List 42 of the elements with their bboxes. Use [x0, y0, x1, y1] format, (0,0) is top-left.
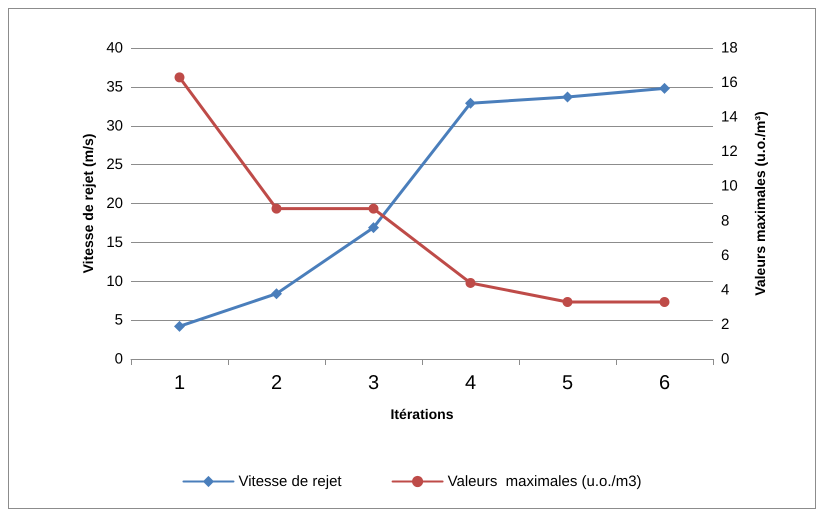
point [368, 222, 379, 234]
x-tick-label: 5 [562, 372, 574, 394]
y-tick-label: 35 [106, 78, 123, 96]
x-tick-label: 2 [270, 372, 282, 394]
y-tick-label: 40 [106, 40, 123, 56]
y-tick-label: 10 [106, 272, 123, 290]
y-tick-label: 0 [114, 350, 123, 368]
point [272, 204, 282, 214]
y2-tick-label: 16 [721, 74, 738, 92]
y2-tick-label: 2 [721, 316, 730, 333]
point [465, 98, 476, 109]
point [466, 278, 476, 288]
x-axis-title: Itérations [390, 406, 454, 422]
x-tick-label: 3 [368, 372, 380, 394]
x-tick-label: 1 [174, 372, 186, 394]
y-tick-label: 30 [106, 117, 123, 134]
y2-tick-label: 4 [721, 281, 730, 298]
y2-tick-label: 10 [721, 178, 738, 195]
point [659, 82, 670, 94]
point [660, 296, 670, 307]
y2-tick-label: 14 [721, 108, 738, 126]
point [271, 288, 282, 300]
x-tick-label: 6 [658, 372, 670, 394]
point [368, 204, 378, 214]
x-tick-label: 4 [464, 372, 476, 394]
y-tick-label: 15 [106, 234, 123, 251]
legend-label: Valeurs maximales (u.o./m3) [448, 473, 642, 490]
y2-tick-label: 12 [721, 143, 738, 160]
point [174, 320, 185, 332]
legend-label: Vitesse de rejet [238, 473, 342, 490]
point [562, 91, 573, 102]
y-tick-label: 20 [106, 195, 123, 212]
y2-axis-title: Valeurs maximales (u.o./m³) [752, 111, 768, 296]
y2-tick-label: 8 [721, 212, 730, 230]
point [562, 296, 572, 307]
y-axis-title: Vitesse de rejet (m/s) [80, 134, 96, 274]
y2-tick-label: 6 [721, 246, 730, 264]
y-tick-label: 25 [106, 156, 123, 174]
y-tick-label: 5 [114, 312, 123, 329]
y2-tick-label: 18 [721, 40, 738, 56]
y2-tick-label: 0 [721, 350, 730, 368]
point [174, 72, 184, 82]
